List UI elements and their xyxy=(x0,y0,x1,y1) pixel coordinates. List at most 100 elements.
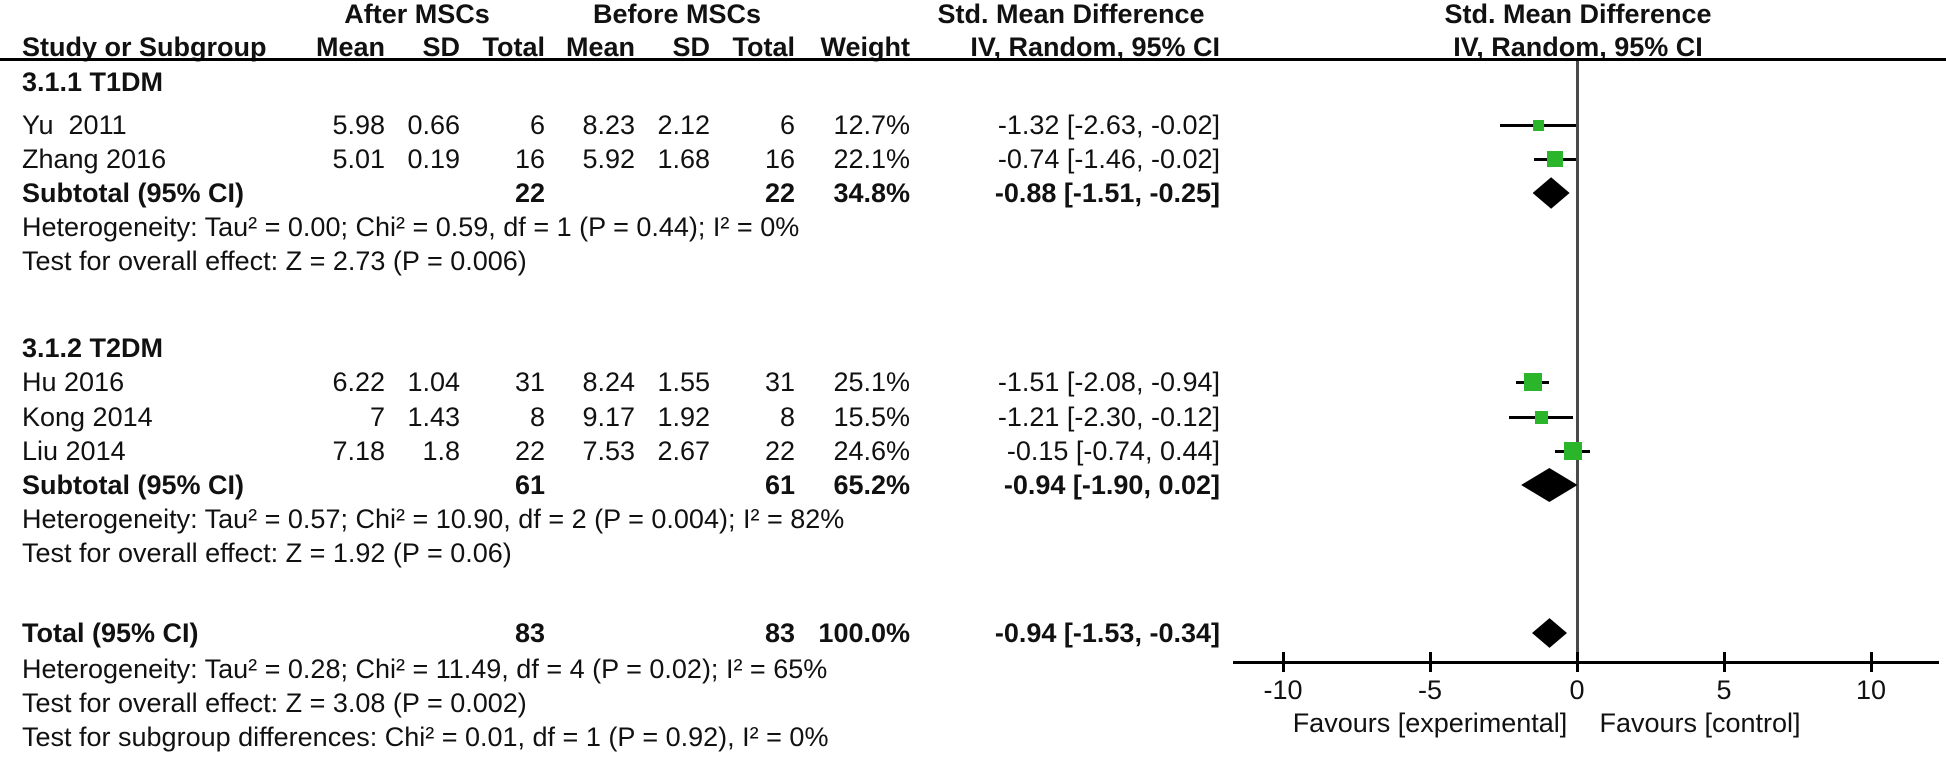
ci-value: -0.94 [-1.53, -0.34] xyxy=(994,618,1220,648)
ci-value: -1.32 [-2.63, -0.02] xyxy=(997,110,1220,140)
total1-value: 61 xyxy=(514,470,545,500)
total2-value: 8 xyxy=(779,402,795,432)
total1-value: 83 xyxy=(514,618,545,648)
mean2-value: 7.53 xyxy=(582,436,635,466)
sd2-value: 1.92 xyxy=(657,402,710,432)
ci-value: -0.94 [-1.90, 0.02] xyxy=(1003,470,1220,500)
sd2-value: 1.68 xyxy=(657,144,710,174)
overall-effect-text: Test for overall effect: Z = 1.92 (P = 0… xyxy=(22,538,512,568)
subtotal-row: Subtotal (95% CI) 61 61 65.2% -0.94 [-1.… xyxy=(0,468,1946,502)
mean1-value: 6.22 xyxy=(332,367,385,397)
heterogeneity-row: Heterogeneity: Tau² = 0.00; Chi² = 0.59,… xyxy=(0,210,1946,244)
section-title: 3.1.1 T1DM xyxy=(22,67,164,97)
mean2-value: 5.92 xyxy=(582,144,635,174)
col-weight: Weight xyxy=(820,32,911,62)
total-label: Total (95% CI) xyxy=(22,618,199,648)
header-groups: After MSCs Before MSCs Std. Mean Differe… xyxy=(0,0,1946,28)
col-study: Study or Subgroup xyxy=(22,32,267,62)
subgroup-differences-row: Test for subgroup differences: Chi² = 0.… xyxy=(0,720,1946,754)
total1-value: 16 xyxy=(514,144,545,174)
col-sd2: SD xyxy=(672,32,710,62)
subtotal-label: Subtotal (95% CI) xyxy=(22,470,245,500)
weight-value: 24.6% xyxy=(833,436,910,466)
total1-value: 6 xyxy=(529,110,545,140)
overall-effect-text: Test for overall effect: Z = 3.08 (P = 0… xyxy=(22,688,527,718)
total2-value: 61 xyxy=(764,470,795,500)
effect-header-right: Std. Mean Difference xyxy=(1444,0,1712,29)
total1-value: 22 xyxy=(514,178,545,208)
col-total1: Total xyxy=(482,32,546,62)
sd2-value: 1.55 xyxy=(657,367,710,397)
group1-header: After MSCs xyxy=(344,0,490,29)
mean1-value: 5.01 xyxy=(332,144,385,174)
weight-value: 100.0% xyxy=(818,618,910,648)
study-label: Zhang 2016 xyxy=(22,144,167,174)
total1-value: 31 xyxy=(514,367,545,397)
subtotal-label: Subtotal (95% CI) xyxy=(22,178,245,208)
col-sd1: SD xyxy=(422,32,460,62)
col-mean2: Mean xyxy=(565,32,635,62)
sd1-value: 0.19 xyxy=(407,144,460,174)
total2-value: 83 xyxy=(764,618,795,648)
overall-effect-text: Test for overall effect: Z = 2.73 (P = 0… xyxy=(22,246,527,276)
col-method-right: IV, Random, 95% CI xyxy=(1453,32,1703,62)
weight-value: 65.2% xyxy=(833,470,910,500)
effect-header-left: Std. Mean Difference xyxy=(937,0,1205,29)
heterogeneity-text: Heterogeneity: Tau² = 0.00; Chi² = 0.59,… xyxy=(22,212,800,242)
mean2-value: 8.23 xyxy=(582,110,635,140)
heterogeneity-row: Heterogeneity: Tau² = 0.57; Chi² = 10.90… xyxy=(0,502,1946,536)
ci-value: -0.88 [-1.51, -0.25] xyxy=(994,178,1220,208)
section-title-row: 3.1.2 T2DM xyxy=(0,331,1946,365)
section-title: 3.1.2 T2DM xyxy=(22,333,164,363)
mean1-value: 5.98 xyxy=(332,110,385,140)
favours-right-label: Favours [control] xyxy=(1599,708,1801,738)
favours-left-label: Favours [experimental] xyxy=(1292,708,1568,738)
sd2-value: 2.67 xyxy=(657,436,710,466)
total1-value: 8 xyxy=(529,402,545,432)
sd1-value: 1.8 xyxy=(422,436,460,466)
table-row: Hu 2016 6.22 1.04 31 8.24 1.55 31 25.1% … xyxy=(0,365,1946,399)
ci-value: -0.15 [-0.74, 0.44] xyxy=(1006,436,1220,466)
heterogeneity-text: Heterogeneity: Tau² = 0.57; Chi² = 10.90… xyxy=(22,504,845,534)
heterogeneity-text: Heterogeneity: Tau² = 0.28; Chi² = 11.49… xyxy=(22,654,828,684)
total2-value: 6 xyxy=(779,110,795,140)
table-row: Liu 2014 7.18 1.8 22 7.53 2.67 22 24.6% … xyxy=(0,434,1946,468)
mean1-value: 7 xyxy=(369,402,385,432)
col-method-left: IV, Random, 95% CI xyxy=(970,32,1220,62)
total2-value: 31 xyxy=(764,367,795,397)
weight-value: 15.5% xyxy=(833,402,910,432)
col-mean1: Mean xyxy=(315,32,385,62)
weight-value: 12.7% xyxy=(833,110,910,140)
heterogeneity-row: Heterogeneity: Tau² = 0.28; Chi² = 11.49… xyxy=(0,652,1946,686)
mean2-value: 9.17 xyxy=(582,402,635,432)
sd1-value: 0.66 xyxy=(407,110,460,140)
total2-value: 16 xyxy=(764,144,795,174)
overall-effect-row: Test for overall effect: Z = 1.92 (P = 0… xyxy=(0,536,1946,570)
table-row: Zhang 2016 5.01 0.19 16 5.92 1.68 16 22.… xyxy=(0,142,1946,176)
subtotal-row: Subtotal (95% CI) 22 22 34.8% -0.88 [-1.… xyxy=(0,176,1946,210)
subgroup-differences-text: Test for subgroup differences: Chi² = 0.… xyxy=(22,722,829,752)
overall-effect-row: Test for overall effect: Z = 2.73 (P = 0… xyxy=(0,244,1946,278)
section-title-row: 3.1.1 T1DM xyxy=(0,65,1946,99)
table-row: Kong 2014 7 1.43 8 9.17 1.92 8 15.5% -1.… xyxy=(0,400,1946,434)
ci-value: -0.74 [-1.46, -0.02] xyxy=(997,144,1220,174)
study-label: Liu 2014 xyxy=(22,436,126,466)
study-label: Yu 2011 xyxy=(22,110,127,140)
weight-value: 22.1% xyxy=(833,144,910,174)
study-label: Kong 2014 xyxy=(22,402,153,432)
header-columns: Study or Subgroup Mean SD Total Mean SD … xyxy=(0,33,1946,61)
sd2-value: 2.12 xyxy=(657,110,710,140)
weight-value: 25.1% xyxy=(833,367,910,397)
header-rule xyxy=(0,58,1946,61)
mean2-value: 8.24 xyxy=(582,367,635,397)
total2-value: 22 xyxy=(764,436,795,466)
overall-effect-row: Test for overall effect: Z = 3.08 (P = 0… xyxy=(0,686,1946,720)
sd1-value: 1.43 xyxy=(407,402,460,432)
total1-value: 22 xyxy=(514,436,545,466)
sd1-value: 1.04 xyxy=(407,367,460,397)
col-total2: Total xyxy=(732,32,796,62)
mean1-value: 7.18 xyxy=(332,436,385,466)
ci-value: -1.21 [-2.30, -0.12] xyxy=(997,402,1220,432)
group2-header: Before MSCs xyxy=(592,0,762,29)
